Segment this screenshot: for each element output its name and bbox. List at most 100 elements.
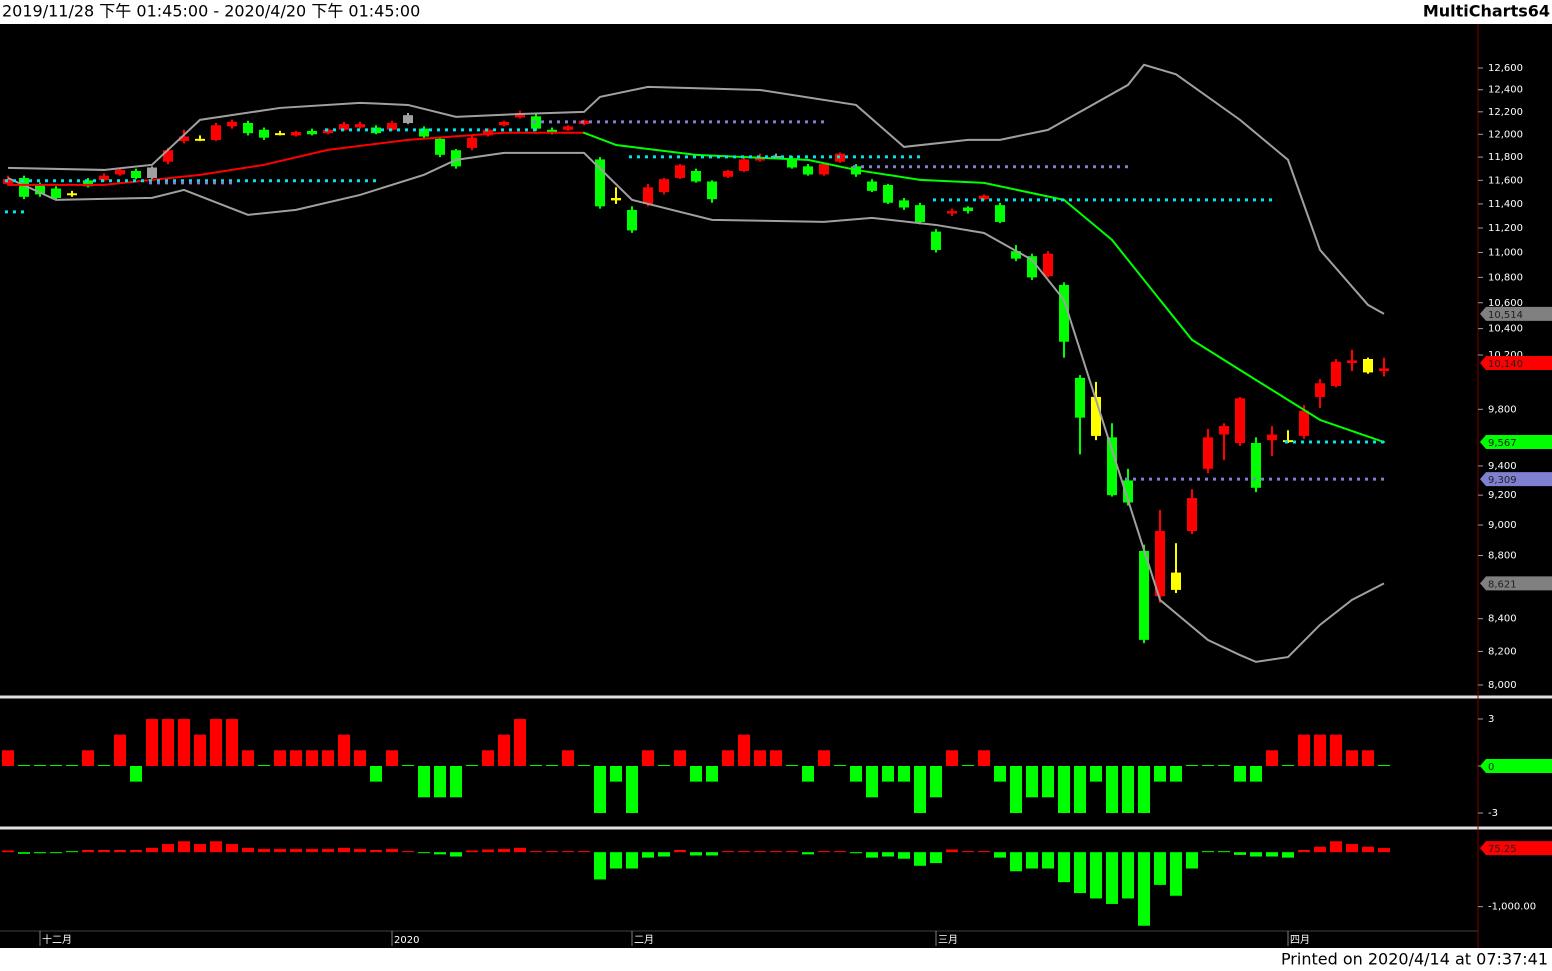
histogram-bar	[66, 851, 78, 853]
histogram-bar	[50, 852, 62, 854]
candle-body	[1027, 256, 1037, 278]
histogram-bar	[530, 851, 542, 853]
candle-body	[1235, 398, 1245, 444]
histogram-bar	[34, 852, 46, 854]
histogram-bar	[1266, 750, 1278, 766]
histogram-bar	[18, 764, 30, 766]
histogram-bar	[1010, 765, 1022, 813]
candle-body	[611, 197, 621, 201]
histogram-bar	[882, 852, 894, 857]
histogram-bar	[722, 851, 734, 853]
histogram-bar	[786, 764, 798, 766]
histogram-bar	[18, 852, 30, 854]
y-tick-label: 10,600	[1488, 298, 1523, 309]
moving-average	[263, 148, 329, 166]
moving-average	[855, 168, 921, 181]
candle-body	[867, 181, 877, 191]
candle-body	[1107, 437, 1117, 496]
candle-body	[1251, 443, 1261, 488]
histogram-bar	[386, 750, 398, 766]
histogram-bar	[818, 851, 830, 853]
histogram-bar	[210, 718, 222, 766]
candle-body	[1171, 572, 1181, 590]
histogram-bar	[866, 852, 878, 858]
histogram-bar	[418, 852, 430, 854]
histogram-bar	[834, 764, 846, 766]
histogram-bar	[1090, 765, 1102, 782]
histogram-bar	[258, 848, 270, 853]
moving-average	[1191, 338, 1257, 381]
candle-body	[99, 175, 109, 181]
histogram-bar	[162, 844, 174, 853]
histogram-bar	[466, 764, 478, 766]
candle-body	[307, 130, 317, 135]
y-tick-label: 9,800	[1488, 404, 1517, 415]
histogram-bar	[194, 844, 206, 853]
candle-body	[211, 125, 221, 140]
y-tick-label: 9,000	[1488, 520, 1517, 531]
histogram-bar	[514, 847, 526, 853]
candle-body	[275, 133, 285, 136]
moving-average	[1159, 298, 1193, 341]
moving-average	[983, 181, 1065, 201]
histogram-bar	[1250, 852, 1262, 857]
y-tick-label: 11,200	[1488, 223, 1523, 234]
histogram-bar	[610, 852, 622, 869]
candle-body	[1347, 360, 1357, 364]
histogram-bar	[546, 764, 558, 766]
candle-body	[115, 169, 125, 175]
histogram-bar	[370, 765, 382, 782]
histogram-bar	[1378, 848, 1390, 853]
candle-body	[1331, 361, 1341, 386]
histogram-bar	[242, 847, 254, 853]
histogram-bar	[274, 848, 286, 853]
candle-body	[1091, 396, 1101, 436]
candle-body	[1011, 251, 1021, 259]
moving-average	[583, 131, 617, 146]
histogram-bar	[722, 750, 734, 766]
histogram-bar	[1154, 852, 1166, 885]
histogram-bar	[1026, 765, 1038, 798]
candle-body	[547, 129, 557, 134]
histogram-bar	[930, 852, 942, 864]
histogram-bar	[1298, 734, 1310, 766]
histogram-bar	[818, 750, 830, 766]
histogram-bar	[594, 852, 606, 880]
histogram-bar	[914, 852, 926, 866]
histogram-bar	[978, 750, 990, 766]
candle-body	[1379, 368, 1389, 372]
moving-average	[1063, 198, 1113, 241]
candle-body	[1363, 358, 1373, 373]
candle-body	[899, 200, 909, 208]
histogram-bar	[770, 750, 782, 766]
histogram-bar	[1170, 852, 1182, 896]
histogram-bar	[546, 851, 558, 853]
histogram-bar	[562, 851, 574, 853]
candle-body	[755, 157, 765, 161]
price-marker-label: 10,140	[1488, 359, 1523, 370]
candle-body	[803, 166, 813, 175]
y-tick-label: -1,000.00	[1488, 902, 1536, 913]
histogram-bar	[306, 848, 318, 853]
candle-body	[595, 159, 605, 207]
histogram-bar	[1058, 765, 1070, 813]
histogram-bar	[482, 849, 494, 853]
histogram-bar	[930, 765, 942, 798]
histogram-bar	[706, 852, 718, 856]
histogram-bar	[34, 764, 46, 766]
histogram-bar	[594, 765, 606, 813]
candle-body	[1299, 410, 1309, 436]
y-tick-label: 11,400	[1488, 199, 1523, 210]
histogram-bar	[450, 765, 462, 798]
candle-body	[563, 126, 573, 130]
histogram-bar	[1346, 844, 1358, 853]
candle-body	[995, 205, 1005, 222]
histogram-bar	[1314, 734, 1326, 766]
candle-body	[1139, 550, 1149, 640]
histogram-bar	[1250, 765, 1262, 782]
histogram-bar	[754, 750, 766, 766]
histogram-bar	[898, 765, 910, 782]
price-marker-label: 0	[1488, 762, 1494, 773]
